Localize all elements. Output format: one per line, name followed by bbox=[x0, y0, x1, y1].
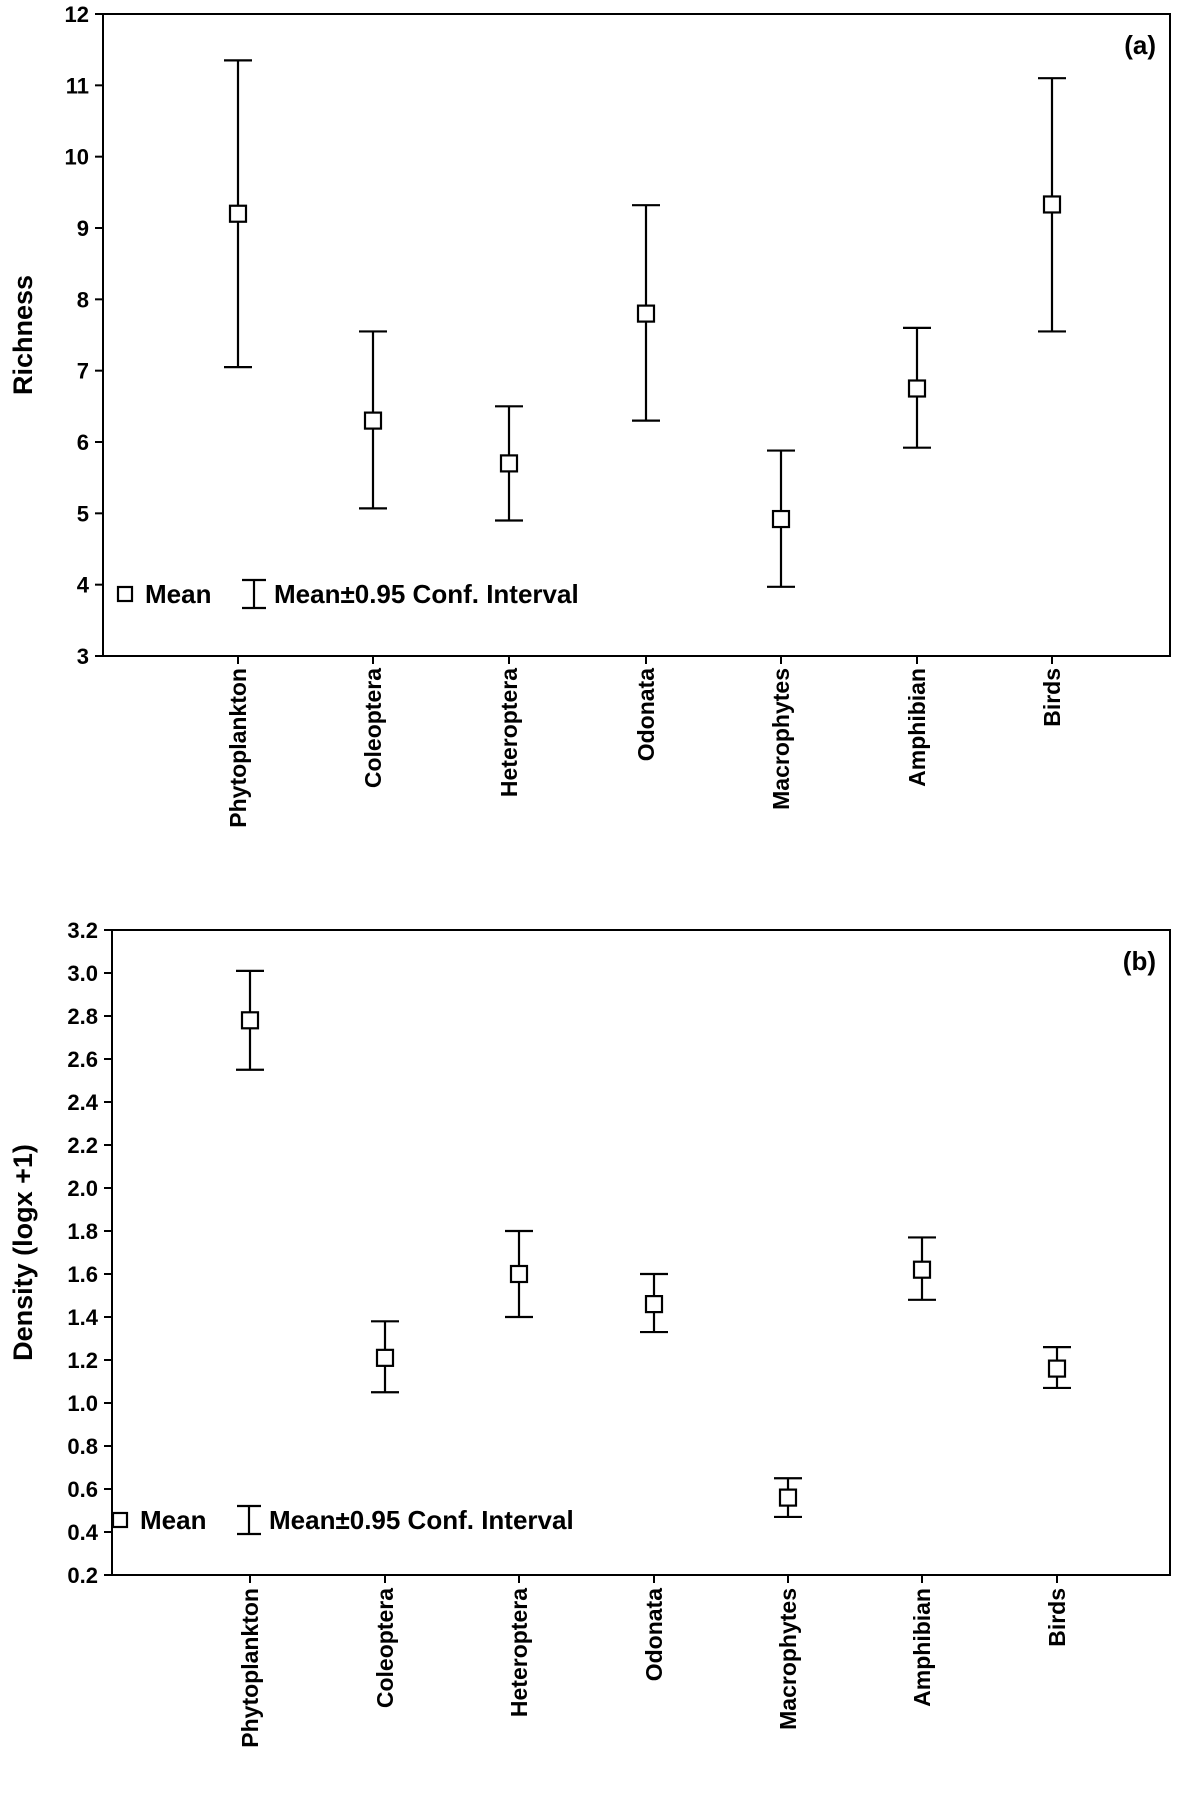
x-category-label: Odonata bbox=[641, 1588, 667, 1681]
legend-mean-label: Mean bbox=[140, 1505, 206, 1535]
legend-ci-label: Mean±0.95 Conf. Interval bbox=[269, 1505, 574, 1535]
y-tick-label: 1.6 bbox=[67, 1262, 98, 1287]
mean-marker-macrophytes bbox=[771, 509, 791, 529]
y-tick-label: 9 bbox=[77, 216, 89, 241]
y-tick-label: 0.8 bbox=[67, 1434, 98, 1459]
mean-marker-coleoptera bbox=[375, 1348, 395, 1367]
x-category-label: Birds bbox=[1039, 668, 1065, 727]
panel-b-density: 0.2 0.4 0.6 0.8 1.0 1.2 1.4 1.6 1.8 2.0 2.2 2.4 2.6 2… bbox=[8, 918, 1171, 1748]
x-category-label: Amphibian bbox=[909, 1588, 935, 1707]
mean-marker-coleoptera bbox=[363, 411, 383, 430]
mean-marker-birds bbox=[1047, 1359, 1067, 1378]
mean-marker-birds bbox=[1042, 195, 1062, 214]
x-category-label: Odonata bbox=[633, 668, 659, 761]
legend-mean-label: Mean bbox=[145, 579, 211, 609]
y-tick-label: 3.2 bbox=[67, 918, 98, 943]
y-tick-label: 7 bbox=[77, 359, 89, 384]
y-tick-label: 1.8 bbox=[67, 1219, 98, 1244]
y-axis-label: Density (logx +1) bbox=[8, 1144, 38, 1361]
legend-ci-label: Mean±0.95 Conf. Interval bbox=[274, 579, 579, 609]
mean-marker-macrophytes bbox=[778, 1488, 798, 1507]
legend-mean-marker bbox=[116, 585, 134, 603]
y-tick-label: 4 bbox=[77, 573, 90, 598]
y-axis-label: Richness bbox=[8, 275, 38, 395]
plot-frame bbox=[102, 13, 1171, 657]
panel-label: (b) bbox=[1123, 946, 1156, 976]
y-tick-label: 12 bbox=[65, 2, 89, 27]
mean-marker-odonata bbox=[644, 1294, 664, 1314]
y-tick-label: 3 bbox=[77, 644, 89, 669]
y-tick-label: 5 bbox=[77, 501, 89, 526]
x-category-label: Coleoptera bbox=[372, 1588, 398, 1708]
y-tick-label: 8 bbox=[77, 287, 89, 312]
y-tick-label: 2.0 bbox=[67, 1176, 98, 1201]
y-tick-label: 2.4 bbox=[67, 1090, 98, 1115]
y-tick-label: 1.0 bbox=[67, 1391, 98, 1416]
y-tick-label: 0.6 bbox=[67, 1477, 98, 1502]
y-tick-label: 2.6 bbox=[67, 1047, 98, 1072]
x-category-label: Birds bbox=[1044, 1588, 1070, 1647]
y-tick-label: 1.2 bbox=[67, 1348, 98, 1373]
y-tick-label: 1.4 bbox=[67, 1305, 98, 1330]
y-tick-label: 11 bbox=[66, 73, 89, 98]
legend: Mean Mean±0.95 Conf. Interval bbox=[111, 1504, 574, 1536]
y-tick-label: 0.4 bbox=[67, 1520, 98, 1545]
y-tick-label: 2.2 bbox=[67, 1133, 98, 1158]
y-tick-label: 3.0 bbox=[67, 961, 98, 986]
x-category-label: Heteroptera bbox=[496, 668, 522, 797]
x-category-label: Macrophytes bbox=[768, 668, 794, 810]
x-category-label: Phytoplankton bbox=[225, 668, 251, 828]
legend: Mean Mean±0.95 Conf. Interval bbox=[116, 578, 579, 610]
mean-marker-phytoplankton bbox=[240, 1011, 260, 1030]
panel-a-richness: 3 4 5 6 7 8 9 10 11 12 Richness (a) Phytoplankton Col… bbox=[8, 2, 1171, 828]
x-category-label: Coleoptera bbox=[360, 668, 386, 788]
mean-marker-odonata bbox=[636, 304, 656, 323]
plot-frame bbox=[111, 929, 1171, 1576]
x-category-label: Macrophytes bbox=[775, 1588, 801, 1730]
mean-marker-amphibian bbox=[912, 1260, 932, 1279]
y-tick-label: 0.2 bbox=[67, 1563, 98, 1588]
panel-label: (a) bbox=[1124, 30, 1156, 60]
x-category-label: Phytoplankton bbox=[237, 1588, 263, 1748]
y-tick-label: 6 bbox=[77, 430, 89, 455]
mean-marker-amphibian bbox=[907, 379, 927, 398]
mean-marker-heteroptera bbox=[509, 1264, 529, 1284]
legend-mean-marker bbox=[111, 1511, 129, 1529]
mean-marker-phytoplankton bbox=[228, 204, 248, 223]
mean-marker-heteroptera bbox=[499, 454, 519, 473]
x-category-label: Amphibian bbox=[904, 668, 930, 787]
y-tick-label: 10 bbox=[65, 145, 89, 170]
x-category-label: Heteroptera bbox=[506, 1588, 532, 1717]
y-tick-label: 2.8 bbox=[67, 1004, 98, 1029]
